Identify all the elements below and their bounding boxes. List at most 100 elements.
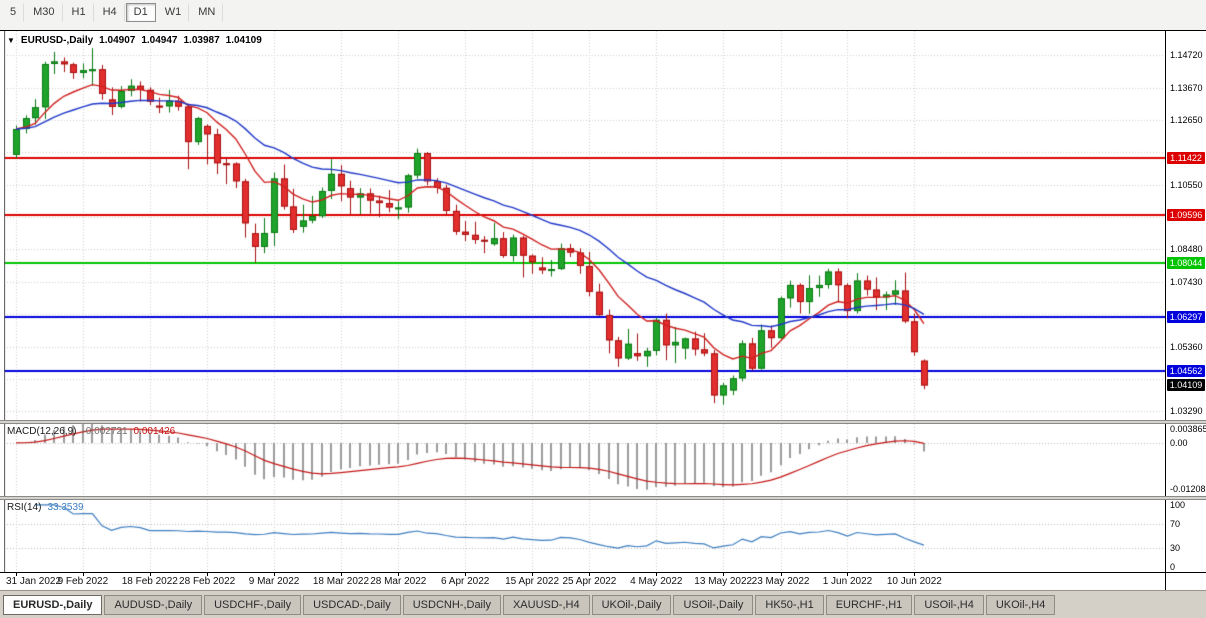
date-axis-label: 31 Jan 2022 [6,576,62,587]
date-axis-label: 28 Mar 2022 [370,576,427,587]
tab-ukoil-h4[interactable]: UKOil-,H4 [985,594,1056,615]
axis-label: 1.08480 [1170,244,1203,255]
date-tick-mark [589,573,591,576]
date-tick-mark [847,573,849,576]
rsi-indicator-panel: RSI(14) 33.3539 100 70 30 0 [0,500,1206,572]
timeframe-button-mn[interactable]: MN [190,3,224,22]
date-tick-mark [82,573,84,576]
axis-label: 70 [1170,518,1181,529]
candlestick-chart-canvas[interactable] [4,31,1165,420]
timeframe-button-w1[interactable]: W1 [157,3,190,22]
date-tick-mark [398,573,400,576]
date-axis-label: 1 Jun 2022 [822,576,873,587]
rsi-indicator-label: RSI(14) [7,502,42,513]
date-tick-mark [656,573,658,576]
ohlc-low-value: 1.03987 [183,35,220,46]
tab-usoil-daily[interactable]: USOil-,Daily [673,594,754,615]
tab-eurusd-daily[interactable]: EURUSD-,Daily [3,594,103,615]
date-tick-mark [914,573,916,576]
macd-indicator-panel: MACD(12,26,9) -0.002721 0.001426 0.00386… [0,424,1206,496]
tab-eurchf-h1[interactable]: EURCHF-,H1 [825,594,913,615]
price-axis[interactable]: 1.14720 1.13670 1.12650 1.10550 1.08480 1.074… [1165,31,1206,420]
chart-header: ▼ EURUSD-,Daily 1.04907 1.04947 1.03987 … [7,35,262,46]
date-tick-mark [465,573,467,576]
tab-audusd-daily[interactable]: AUDUSD-,Daily [104,594,203,615]
timeframe-button-h4[interactable]: H4 [95,3,125,22]
ohlc-high-value: 1.04947 [141,35,178,46]
hline-price-tag-1-08044: 1.08044 [1167,257,1205,270]
hline-price-tag-1-04562: 1.04562 [1167,365,1205,378]
axis-label: 1.10550 [1170,180,1203,191]
tab-hk50-h1[interactable]: HK50-,H1 [755,594,824,615]
macd-chart-canvas[interactable] [4,424,1165,496]
axis-label: 1.12650 [1170,114,1203,125]
axis-label: -0.01208 [1170,483,1206,494]
tab-xauusd-h4[interactable]: XAUUSD-,H4 [502,594,590,615]
date-tick-mark [149,573,151,576]
date-axis-label: 4 May 2022 [630,576,683,587]
timeframe-toolbar: 5 M30 H1 H4 D1 W1 MN [0,0,1206,30]
axis-label: 1.07430 [1170,277,1203,288]
date-tick-mark [207,573,209,576]
axis-label: 0.00 [1170,437,1188,448]
timeframe-button-h1[interactable]: H1 [64,3,94,22]
macd-main-value: -0.002721 [82,426,128,437]
date-axis[interactable]: 31 Jan 2022 9 Feb 2022 18 Feb 2022 28 Feb 2… [0,572,1206,590]
tab-ukoil-daily[interactable]: UKOil-,Daily [591,594,672,615]
date-axis-label: 13 May 2022 [694,576,753,587]
tab-usoil-h4[interactable]: USOil-,H4 [914,594,984,615]
macd-label-row: MACD(12,26,9) -0.002721 0.001426 [7,426,175,437]
panel-splitter[interactable] [0,420,1206,424]
date-tick-mark [274,573,276,576]
rsi-axis[interactable]: 100 70 30 0 [1165,500,1206,572]
date-tick-mark [532,573,534,576]
chart-tab-bar: EURUSD-,Daily AUDUSD-,Daily USDCHF-,Daily U… [0,590,1206,618]
macd-axis[interactable]: 0.003865 0.00 -0.01208 [1165,424,1206,496]
date-axis-label: 9 Mar 2022 [248,576,300,587]
hline-price-tag-1-06297: 1.06297 [1167,311,1205,324]
date-axis-label: 15 Apr 2022 [505,576,560,587]
axis-label: 30 [1170,543,1181,554]
price-chart-panel: ▼ EURUSD-,Daily 1.04907 1.04947 1.03987 … [0,31,1206,420]
axis-label: 0 [1170,562,1176,573]
tab-usdcad-daily[interactable]: USDCAD-,Daily [303,594,401,615]
tab-usdchf-daily[interactable]: USDCHF-,Daily [204,594,302,615]
axis-label: 1.03290 [1170,405,1203,416]
panel-splitter[interactable] [0,496,1206,500]
rsi-label-row: RSI(14) 33.3539 [7,502,84,513]
tab-usdcnh-daily[interactable]: USDCNH-,Daily [402,594,501,615]
current-price-tag: 1.04109 [1167,379,1205,392]
timeframe-button-5[interactable]: 5 [2,3,25,22]
timeframe-button-m30[interactable]: M30 [25,3,63,22]
date-tick-mark [780,573,782,576]
axis-label: 0.003865 [1170,424,1206,434]
axis-label: 100 [1170,499,1186,510]
date-axis-label: 10 Jun 2022 [886,576,942,587]
chart-window: ▼ EURUSD-,Daily 1.04907 1.04947 1.03987 … [0,30,1206,590]
axis-label: 1.14720 [1170,50,1203,61]
hline-price-tag-1-11422: 1.11422 [1167,151,1205,164]
axis-label: 1.13670 [1170,82,1203,93]
rsi-chart-canvas[interactable] [4,500,1165,572]
chart-collapse-icon[interactable]: ▼ [7,35,15,45]
hline-price-tag-1-09596: 1.09596 [1167,208,1205,221]
rsi-value: 33.3539 [47,502,84,513]
date-tick-mark [16,573,17,576]
date-axis-label: 18 Feb 2022 [121,576,178,587]
date-axis-label: 18 Mar 2022 [312,576,370,587]
date-axis-label: 23 May 2022 [751,576,810,587]
chart-symbol-label: EURUSD-,Daily [20,35,94,46]
timeframe-button-d1[interactable]: D1 [125,3,156,22]
date-axis-label: 28 Feb 2022 [179,576,236,587]
date-axis-label: 9 Feb 2022 [57,576,109,587]
ohlc-open-value: 1.04907 [99,35,136,46]
date-tick-mark [723,573,725,576]
macd-signal-value: 0.001426 [133,426,176,437]
axis-label: 1.05360 [1170,341,1203,352]
date-tick-mark [340,573,342,576]
date-axis-label: 25 Apr 2022 [562,576,617,587]
macd-indicator-label: MACD(12,26,9) [7,426,77,437]
ohlc-close-value: 1.04109 [225,35,262,46]
date-axis-label: 6 Apr 2022 [440,576,490,587]
